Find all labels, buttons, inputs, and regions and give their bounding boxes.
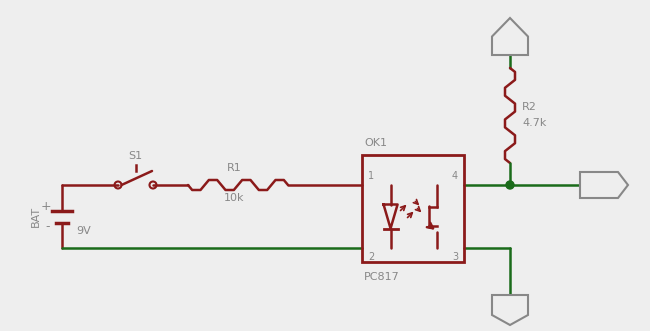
Text: 2: 2 [368,252,374,262]
Text: 4.7k: 4.7k [522,118,547,128]
Text: S1: S1 [129,151,142,161]
Circle shape [506,181,514,189]
Bar [362,155,464,262]
Text: PC817: PC817 [364,272,400,282]
Text: GND: GND [505,297,515,323]
Text: +: + [41,200,51,213]
Text: 10k: 10k [224,193,244,203]
Text: 1: 1 [368,171,374,181]
Text: OK1: OK1 [364,138,387,148]
Text: -: - [46,220,50,233]
Text: R1: R1 [227,163,241,173]
Polygon shape [492,295,528,325]
Text: VOUT: VOUT [586,180,618,190]
Text: BAT: BAT [31,206,41,227]
Text: 9V: 9V [76,225,91,235]
Text: 5V: 5V [502,31,517,41]
Polygon shape [492,18,528,55]
Text: R2: R2 [522,103,537,113]
Polygon shape [580,172,628,198]
Text: 4: 4 [452,171,458,181]
Text: 3: 3 [452,252,458,262]
